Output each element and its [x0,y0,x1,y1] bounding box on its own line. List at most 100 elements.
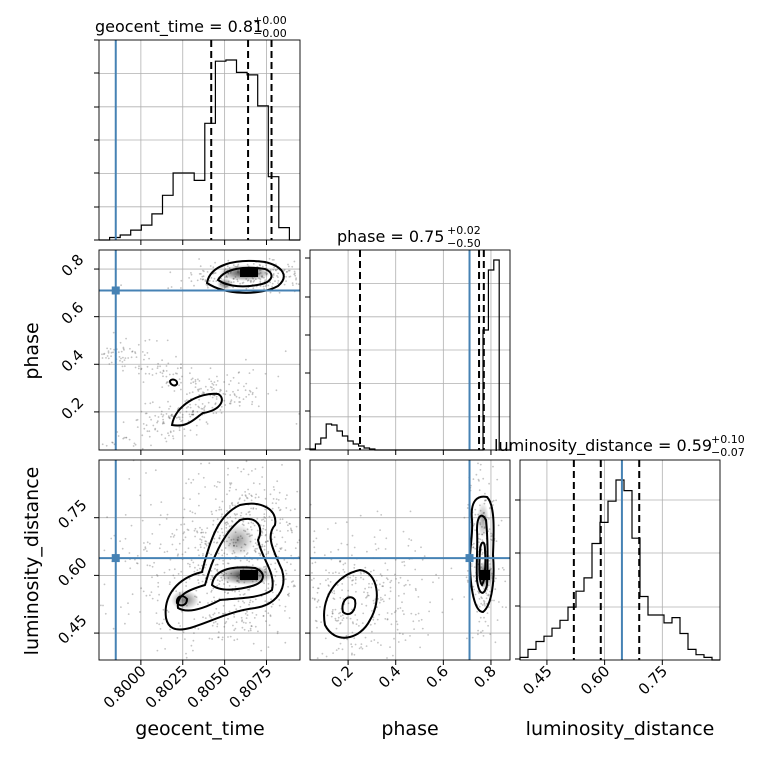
density-max-bin [240,570,258,580]
scatter-point [210,570,213,572]
scatter-point [235,488,238,491]
scatter-point [140,367,143,370]
scatter-point [327,584,330,587]
scatter-point [316,626,318,629]
scatter-point [107,350,110,352]
scatter-point [177,553,180,556]
scatter-point [157,365,159,368]
scatter-point [249,629,252,632]
scatter-point [247,630,250,632]
scatter-point [251,393,254,396]
contour-line [175,595,189,607]
scatter-point [343,571,346,573]
scatter-point [276,632,279,635]
scatter-point [194,535,197,538]
scatter-point [189,510,192,512]
scatter-point [333,598,336,600]
scatter-point [264,534,267,537]
scatter-point [339,622,341,625]
scatter-point [156,575,159,577]
scatter-point [420,546,422,549]
scatter-point [176,554,179,557]
scatter-point [356,619,359,621]
scatter-point [194,382,197,385]
scatter-point [230,502,233,505]
scatter-point [392,654,394,657]
scatter-point [169,271,172,274]
scatter-point [261,265,264,268]
scatter-point [483,600,486,603]
scatter-point [163,422,166,425]
scatter-point [282,269,285,272]
scatter-point [463,596,466,598]
scatter-point [105,357,107,359]
tick-label-phase: 0.4 [375,662,405,692]
scatter-point [213,612,216,615]
scatter-point [122,369,124,372]
scatter-point [255,614,258,616]
scatter-point [203,270,205,273]
scatter-point [267,587,270,590]
scatter-point [197,564,200,567]
scatter-point [183,428,186,430]
scatter-point [338,612,340,615]
scatter-point [316,657,319,659]
scatter-point [148,430,151,433]
scatter-point [245,617,248,619]
scatter-point [125,337,127,340]
scatter-point [229,380,232,382]
scatter-point [103,352,106,355]
scatter-point [154,428,157,431]
scatter-point [190,644,193,647]
contour-line [475,514,489,594]
scatter-point [134,443,137,446]
scatter-point [488,555,490,557]
scatter-point [374,543,377,545]
scatter-point [485,499,487,502]
scatter-point [212,587,215,590]
scatter-point [276,480,279,483]
scatter-point [384,594,386,597]
scatter-point [226,517,229,519]
scatter-point [182,497,185,499]
scatter-point [239,559,242,562]
scatter-point [100,604,102,607]
scatter-point [168,434,170,437]
scatter-point [167,287,170,290]
scatter-point [481,629,484,632]
scatter-point [219,534,222,537]
scatter-point [187,547,190,550]
scatter-point [274,280,276,282]
scatter-point [273,488,276,491]
scatter-point [204,280,207,283]
scatter-point [329,581,332,583]
scatter-point [380,599,382,601]
scatter-point [360,643,363,645]
scatter-point [212,266,215,269]
scatter-point [198,554,200,557]
scatter-point [480,631,482,633]
scatter-point [286,561,288,564]
scatter-point [204,405,206,407]
scatter-point [358,625,360,627]
scatter-point [211,624,214,627]
contour-line [170,392,223,427]
scatter-point [293,584,295,587]
scatter-point [251,391,254,394]
scatter-point [261,519,263,521]
scatter-point [273,259,275,261]
scatter-point [201,564,203,567]
scatter-point [250,507,253,510]
scatter-point [210,591,213,593]
scatter-point [192,478,195,481]
scatter-point [214,272,217,274]
scatter-point [182,516,185,519]
scatter-point [494,588,497,591]
scatter-point [144,402,147,405]
scatter-point [255,507,258,510]
scatter-point [252,508,255,510]
scatter-point [158,547,161,550]
scatter-point [242,468,245,470]
scatter-point [493,599,495,602]
scatter-point [269,493,272,496]
